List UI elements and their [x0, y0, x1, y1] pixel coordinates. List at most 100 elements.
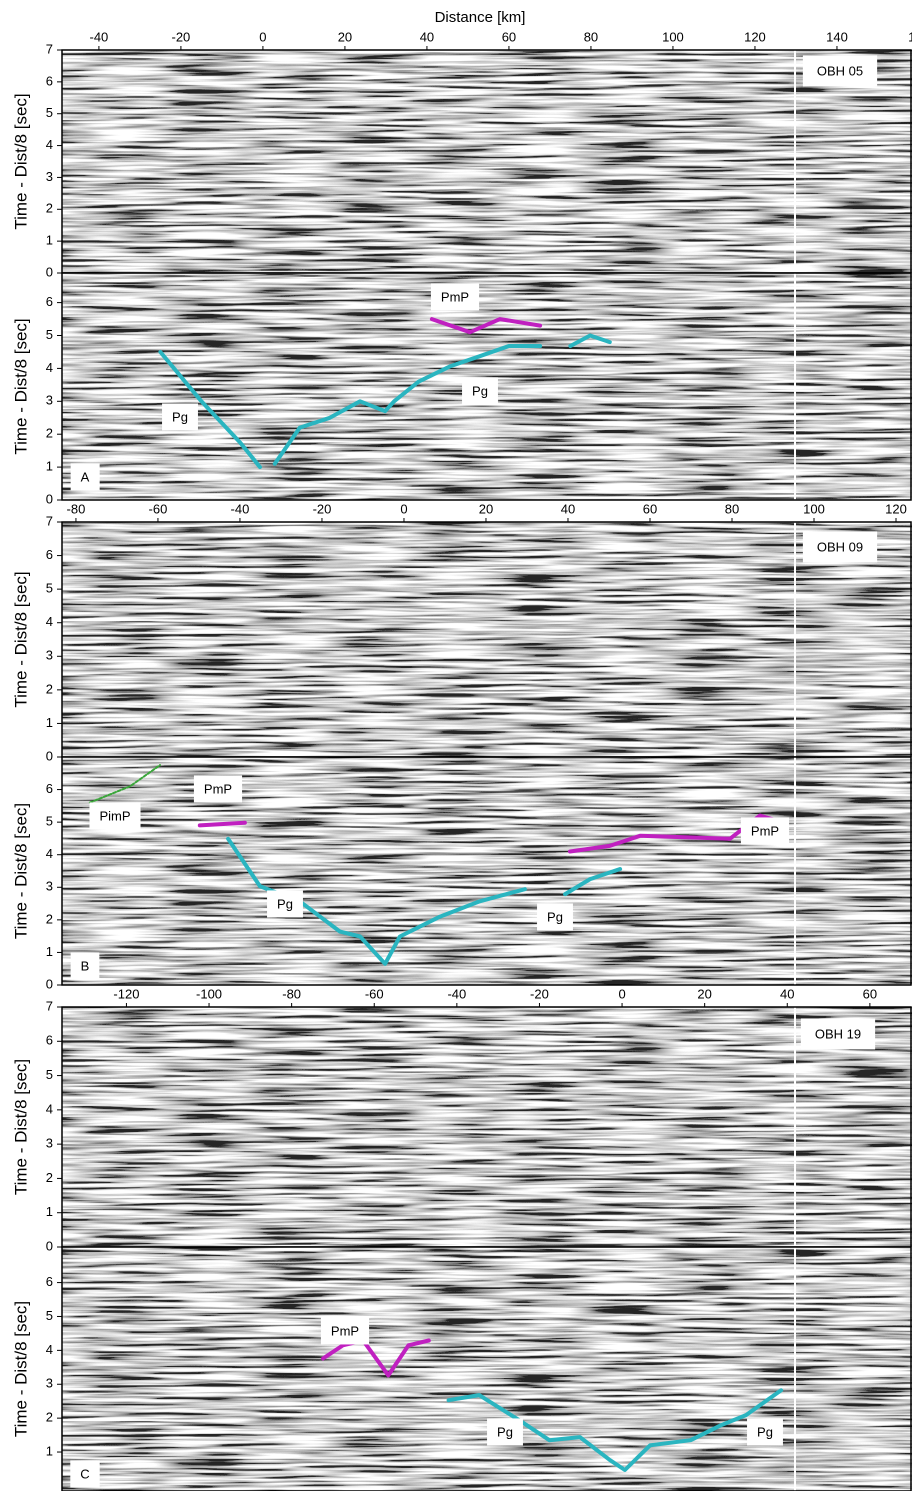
annotation-label: PmP	[441, 289, 469, 304]
y-tick-label: 3	[46, 169, 53, 184]
x-tick-label: 60	[643, 501, 657, 516]
annotation-label: PmP	[331, 1323, 359, 1338]
annotation-box	[487, 1418, 523, 1446]
x-tick-label: 20	[697, 986, 711, 1001]
x-tick-label: 0	[400, 501, 407, 516]
x-tick-label: 120	[744, 29, 766, 44]
x-tick-label: -20	[172, 29, 191, 44]
annotation: Pg	[487, 1418, 523, 1446]
x-axis-label: Distance [km]	[435, 9, 526, 26]
x-tick-label: 40	[420, 29, 434, 44]
y-tick-label: 7	[46, 41, 53, 56]
annotation-label: OBH 09	[817, 539, 863, 554]
x-tick-label: 160	[908, 29, 912, 44]
y-tick-label: 4	[46, 614, 53, 629]
x-tick-label: 140	[826, 29, 848, 44]
y-tick-label: 6	[46, 1274, 53, 1289]
y-axis-label: Time - Dist/8 [sec]	[11, 1301, 30, 1437]
annotation-box	[747, 1418, 783, 1446]
y-tick-label: 6	[46, 547, 53, 562]
annotation: PimP	[89, 802, 141, 830]
annotation: OBH 19	[800, 1018, 876, 1050]
y-tick-label: 1	[46, 459, 53, 474]
x-tick-label: -120	[113, 986, 139, 1001]
y-tick-label: 1	[46, 715, 53, 730]
annotation-box	[267, 890, 303, 918]
annotation-label: Pg	[472, 383, 488, 398]
y-tick-label: 1	[46, 1443, 53, 1458]
y-tick-label: 5	[46, 1067, 53, 1082]
x-tick-label: -80	[282, 986, 301, 1001]
annotation: Pg	[537, 903, 573, 931]
annotation-box	[800, 1018, 876, 1050]
y-tick-label: 6	[46, 73, 53, 88]
panel-frame	[61, 1246, 912, 1491]
x-tick-label: 60	[863, 986, 877, 1001]
pick-line	[446, 1388, 784, 1472]
y-tick-label: 4	[46, 1101, 53, 1116]
x-tick-label: -40	[90, 29, 109, 44]
annotation: PmP	[740, 817, 790, 845]
y-tick-label: 2	[46, 911, 53, 926]
y-tick-label: 5	[46, 327, 53, 342]
x-tick-label: -80	[67, 501, 86, 516]
x-tick-label: 0	[259, 29, 266, 44]
annotation-box	[320, 1317, 370, 1345]
seismic-record	[62, 522, 912, 757]
annotation-label: PimP	[99, 808, 130, 823]
y-tick-label: 1	[46, 233, 53, 248]
annotation-box	[537, 903, 573, 931]
annotation-box	[740, 817, 790, 845]
y-tick-label: 6	[46, 294, 53, 309]
y-tick-label: 4	[46, 846, 53, 861]
annotation-label: OBH 05	[817, 63, 863, 78]
pick-line	[88, 764, 161, 804]
y-tick-label: 6	[46, 781, 53, 796]
x-tick-label: 100	[662, 29, 684, 44]
annotation: OBH 09	[802, 531, 878, 563]
annotation-label: PmP	[204, 781, 232, 796]
y-tick-label: 2	[46, 1410, 53, 1425]
annotation-label: OBH 19	[815, 1026, 861, 1041]
x-tick-label: -60	[149, 501, 168, 516]
annotation: Pg	[747, 1418, 783, 1446]
y-tick-label: 5	[46, 814, 53, 829]
annotation: Pg	[462, 377, 498, 405]
y-axis-label: Time - Dist/8 [sec]	[11, 318, 30, 454]
annotation-label: Pg	[757, 1424, 773, 1439]
y-tick-label: 7	[46, 998, 53, 1013]
annotation-box	[70, 952, 100, 980]
annotation-box	[89, 802, 141, 830]
x-tick-label: 80	[725, 501, 739, 516]
panel-frame	[61, 272, 912, 501]
pick-line	[568, 333, 612, 348]
annotation: Pg	[267, 890, 303, 918]
seismic-record	[62, 1247, 912, 1491]
annotation-box	[70, 463, 100, 491]
annotation-label: C	[80, 1466, 89, 1481]
annotation: PmP	[193, 775, 243, 803]
y-tick-label: 3	[46, 393, 53, 408]
panel-frame	[61, 756, 912, 986]
x-tick-label: -20	[530, 986, 549, 1001]
y-tick-label: 7	[46, 513, 53, 528]
annotation-box	[193, 775, 243, 803]
y-tick-label: 3	[46, 1376, 53, 1391]
y-axis-label: Time - Dist/8 [sec]	[11, 571, 30, 707]
x-tick-label: 40	[780, 986, 794, 1001]
y-tick-label: 0	[46, 1238, 53, 1253]
x-tick-label: -20	[313, 501, 332, 516]
x-tick-label: 20	[338, 29, 352, 44]
pick-line	[158, 350, 262, 470]
y-tick-label: 6	[46, 1033, 53, 1048]
annotation: PmP	[430, 283, 480, 311]
x-tick-label: 120	[885, 501, 907, 516]
seismic-record	[62, 1007, 912, 1247]
x-tick-label: 100	[803, 501, 825, 516]
annotation-label: PmP	[751, 823, 779, 838]
annotation-box	[462, 377, 498, 405]
x-tick-label: 40	[561, 501, 575, 516]
annotation-box	[162, 403, 198, 431]
pick-line	[429, 317, 543, 335]
